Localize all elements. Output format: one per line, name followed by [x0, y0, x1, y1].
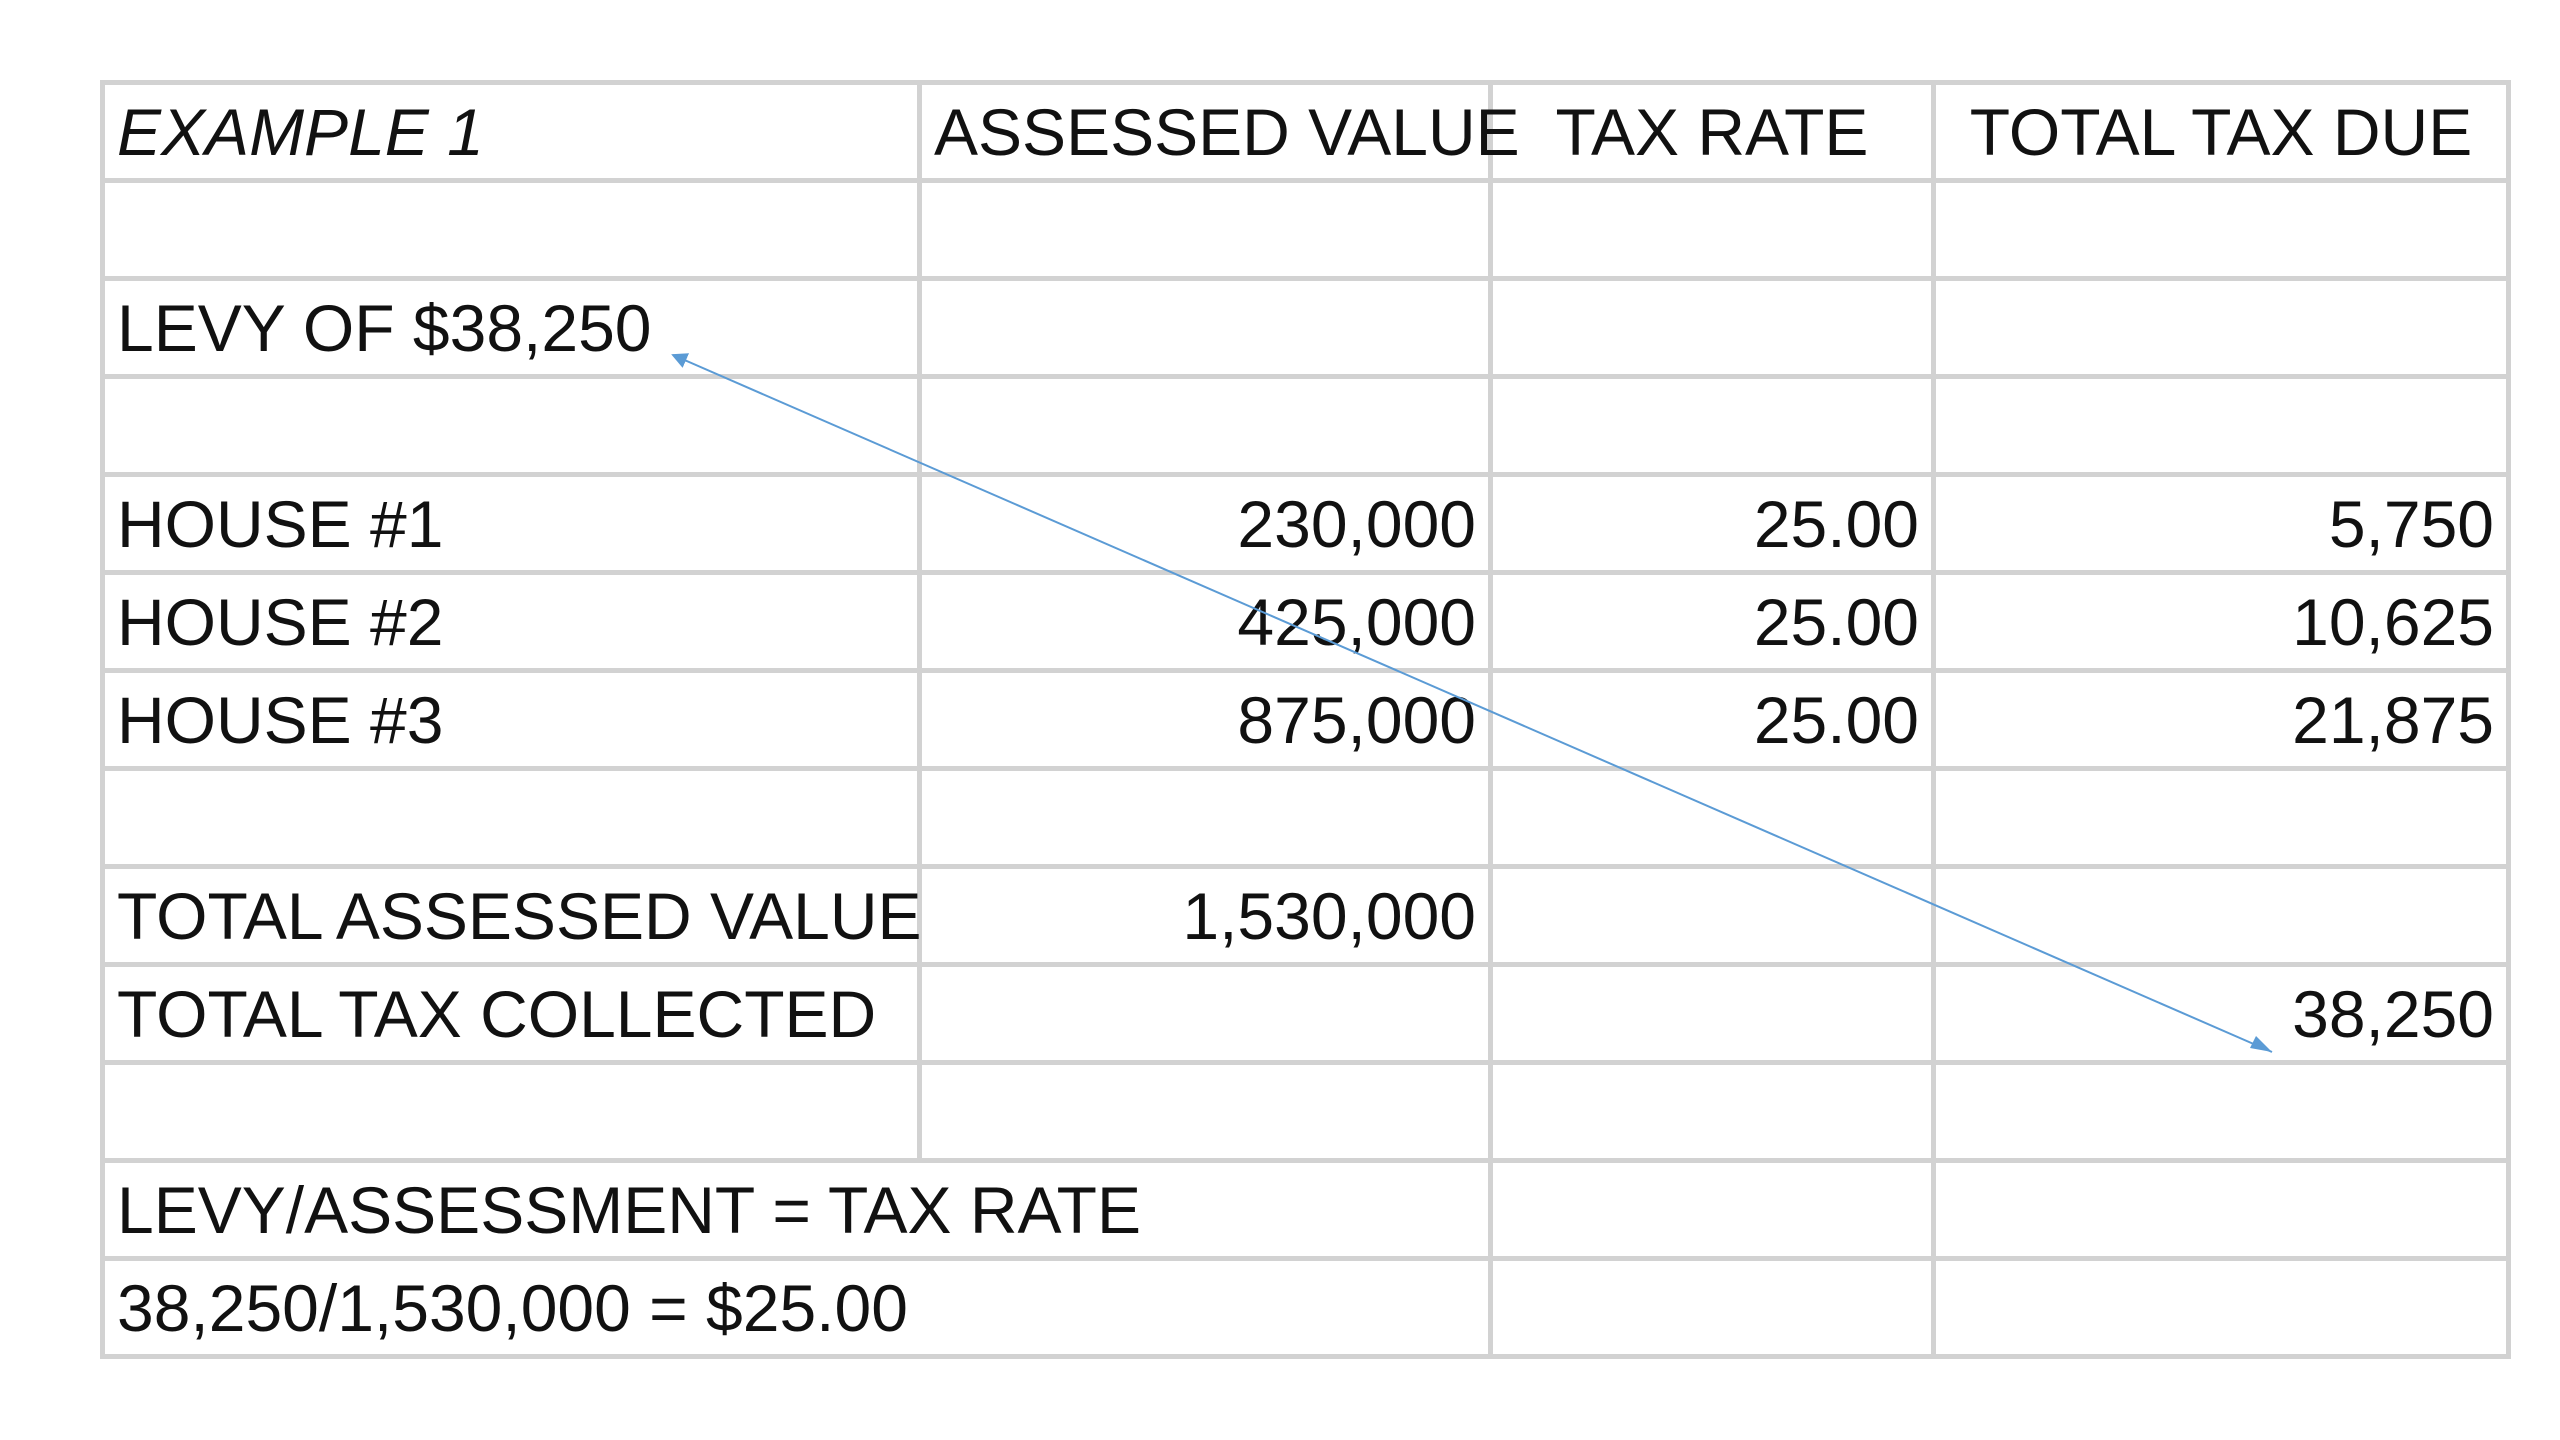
header-row: EXAMPLE 1 ASSESSED VALUE TAX RATE TOTAL … [100, 80, 2511, 183]
tax-rate-cell[interactable]: 25.00 [1488, 472, 1936, 575]
empty-cell[interactable] [1931, 1256, 2511, 1359]
tax-due-cell[interactable]: 5,750 [1931, 472, 2511, 575]
levy-label-cell[interactable]: LEVY OF $38,250 [100, 276, 922, 379]
empty-cell[interactable] [1488, 178, 1936, 281]
house-label-cell[interactable]: HOUSE #3 [100, 668, 922, 771]
empty-cell[interactable] [1488, 1256, 1936, 1359]
empty-cell[interactable] [1488, 374, 1936, 477]
empty-cell[interactable] [100, 178, 922, 281]
example-title-cell[interactable]: EXAMPLE 1 [100, 80, 922, 183]
house-row: HOUSE #3 875,000 25.00 21,875 [100, 668, 2511, 771]
tax-rate-cell[interactable]: 25.00 [1488, 570, 1936, 673]
table-row [100, 766, 2511, 869]
empty-cell[interactable] [1488, 1060, 1936, 1163]
spreadsheet: EXAMPLE 1 ASSESSED VALUE TAX RATE TOTAL … [100, 80, 2511, 1416]
table-row [100, 374, 2511, 477]
empty-cell[interactable] [917, 374, 1493, 477]
empty-cell[interactable] [1931, 766, 2511, 869]
total-collected-row: TOTAL TAX COLLECTED 38,250 [100, 962, 2511, 1065]
tax-rate-header[interactable]: TAX RATE [1488, 80, 1936, 183]
tax-due-cell[interactable]: 21,875 [1931, 668, 2511, 771]
empty-cell[interactable] [1931, 1158, 2511, 1261]
empty-cell[interactable] [1931, 178, 2511, 281]
formula-label-row: LEVY/ASSESSMENT = TAX RATE [100, 1158, 2511, 1261]
empty-cell[interactable] [1488, 962, 1936, 1065]
empty-cell[interactable] [100, 1060, 922, 1163]
levy-row: LEVY OF $38,250 [100, 276, 2511, 379]
empty-cell[interactable] [100, 766, 922, 869]
formula-calc-cell[interactable]: 38,250/1,530,000 = $25.00 [100, 1256, 1493, 1359]
empty-cell[interactable] [917, 276, 1493, 379]
formula-label-cell[interactable]: LEVY/ASSESSMENT = TAX RATE [100, 1158, 1493, 1261]
empty-cell[interactable] [1931, 864, 2511, 967]
house-label-cell[interactable]: HOUSE #2 [100, 570, 922, 673]
assessed-value-cell[interactable]: 425,000 [917, 570, 1493, 673]
total-assessed-value-cell[interactable]: 1,530,000 [917, 864, 1493, 967]
empty-cell[interactable] [1488, 1158, 1936, 1261]
empty-cell[interactable] [1488, 864, 1936, 967]
total-tax-due-header[interactable]: TOTAL TAX DUE [1931, 80, 2511, 183]
tax-rate-cell[interactable]: 25.00 [1488, 668, 1936, 771]
assessed-value-cell[interactable]: 875,000 [917, 668, 1493, 771]
tax-due-cell[interactable]: 10,625 [1931, 570, 2511, 673]
empty-cell[interactable] [1931, 276, 2511, 379]
house-label-cell[interactable]: HOUSE #1 [100, 472, 922, 575]
house-row: HOUSE #1 230,000 25.00 5,750 [100, 472, 2511, 575]
house-row: HOUSE #2 425,000 25.00 10,625 [100, 570, 2511, 673]
total-assessed-row: TOTAL ASSESSED VALUE 1,530,000 [100, 864, 2511, 967]
tax-example-table: EXAMPLE 1 ASSESSED VALUE TAX RATE TOTAL … [100, 80, 2511, 1359]
total-assessed-label-cell[interactable]: TOTAL ASSESSED VALUE [100, 864, 922, 967]
empty-cell[interactable] [100, 374, 922, 477]
empty-cell[interactable] [917, 178, 1493, 281]
total-collected-value-cell[interactable]: 38,250 [1931, 962, 2511, 1065]
assessed-value-header[interactable]: ASSESSED VALUE [917, 80, 1520, 183]
empty-cell[interactable] [1488, 276, 1936, 379]
empty-cell[interactable] [917, 962, 1493, 1065]
empty-cell[interactable] [1931, 1060, 2511, 1163]
assessed-value-cell[interactable]: 230,000 [917, 472, 1493, 575]
table-row [100, 178, 2511, 281]
table-row [100, 1060, 2511, 1163]
empty-cell[interactable] [917, 766, 1493, 869]
empty-cell[interactable] [1488, 766, 1936, 869]
empty-cell[interactable] [917, 1060, 1493, 1163]
empty-cell[interactable] [1931, 374, 2511, 477]
total-collected-label-cell[interactable]: TOTAL TAX COLLECTED [100, 962, 922, 1065]
formula-calc-row: 38,250/1,530,000 = $25.00 [100, 1256, 2511, 1359]
